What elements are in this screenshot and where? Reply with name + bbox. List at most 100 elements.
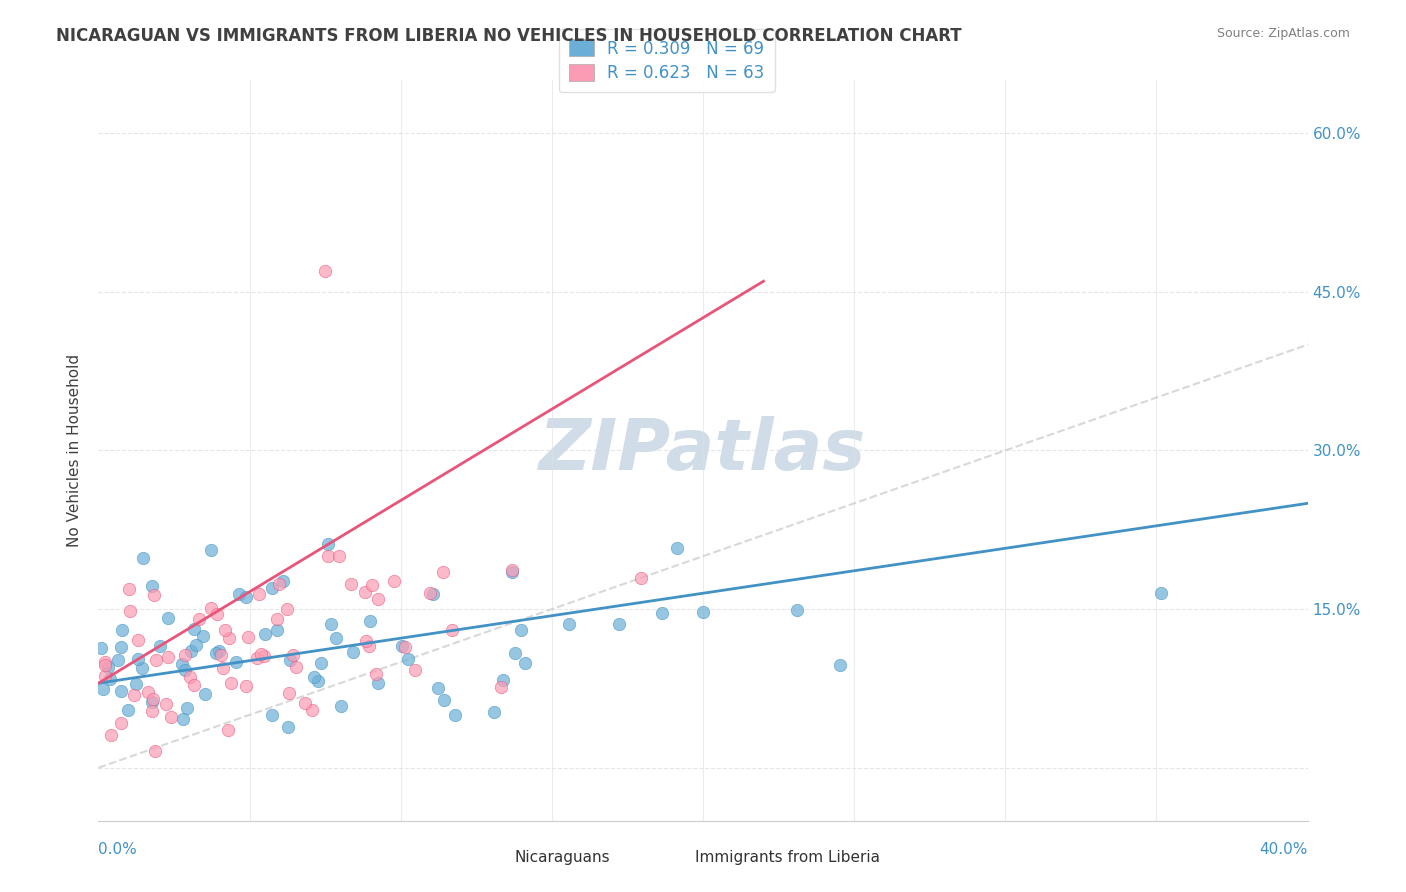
Point — [359, 614, 381, 628]
Point — [316, 537, 339, 551]
Point — [607, 617, 630, 632]
Point — [127, 652, 149, 666]
Point — [276, 601, 298, 615]
Point — [281, 648, 304, 662]
Point — [278, 685, 301, 699]
Point — [219, 676, 242, 690]
Point — [149, 639, 172, 653]
Point — [422, 586, 444, 600]
Point — [212, 661, 235, 675]
Point — [367, 675, 389, 690]
Point — [266, 623, 288, 637]
Point — [273, 574, 295, 588]
Point — [262, 581, 284, 595]
Point — [367, 592, 389, 607]
Text: 40.0%: 40.0% — [1260, 842, 1308, 857]
Point — [433, 693, 456, 707]
Point — [173, 648, 195, 662]
Point — [260, 708, 283, 723]
Point — [364, 667, 387, 681]
Point — [510, 624, 533, 638]
Point — [492, 673, 515, 687]
Text: Immigrants from Liberia: Immigrants from Liberia — [695, 850, 880, 865]
Point — [110, 684, 132, 698]
Point — [513, 656, 536, 670]
Point — [342, 645, 364, 659]
Point — [122, 688, 145, 702]
Point — [141, 704, 163, 718]
Point — [440, 623, 463, 637]
Point — [200, 543, 222, 558]
Y-axis label: No Vehicles in Household: No Vehicles in Household — [67, 354, 83, 547]
Point — [319, 616, 342, 631]
Text: NICARAGUAN VS IMMIGRANTS FROM LIBERIA NO VEHICLES IN HOUSEHOLD CORRELATION CHART: NICARAGUAN VS IMMIGRANTS FROM LIBERIA NO… — [56, 27, 962, 45]
Point — [354, 584, 377, 599]
Point — [155, 697, 177, 711]
Point — [391, 639, 413, 653]
Point — [193, 629, 215, 643]
Point — [94, 655, 117, 669]
Point — [228, 587, 250, 601]
Text: ZIPatlas: ZIPatlas — [540, 416, 866, 485]
Text: 0.0%: 0.0% — [98, 842, 138, 857]
Point — [285, 660, 308, 674]
Point — [136, 685, 159, 699]
Point — [361, 577, 384, 591]
Point — [444, 708, 467, 723]
Point — [209, 648, 232, 662]
Point — [207, 607, 229, 621]
Point — [254, 627, 277, 641]
Point — [482, 705, 505, 719]
Point — [110, 716, 132, 731]
Point — [557, 617, 579, 632]
Point — [217, 723, 239, 738]
Point — [394, 640, 416, 655]
Point — [180, 644, 202, 658]
Point — [325, 631, 347, 645]
Point — [98, 672, 121, 686]
Point — [172, 712, 194, 726]
Point — [404, 663, 426, 677]
Point — [630, 571, 652, 585]
Point — [1149, 585, 1171, 599]
Point — [204, 647, 226, 661]
Point — [266, 612, 288, 626]
Point — [225, 655, 247, 669]
Point — [302, 669, 325, 683]
Point — [328, 549, 350, 563]
Point — [97, 660, 120, 674]
Point — [124, 677, 146, 691]
Point — [235, 679, 257, 693]
Point — [127, 633, 149, 648]
Point — [247, 587, 270, 601]
Point — [432, 566, 454, 580]
Point — [179, 669, 201, 683]
Point — [143, 743, 166, 757]
Point — [145, 653, 167, 667]
Point — [160, 709, 183, 723]
Text: Nicaraguans: Nicaraguans — [515, 850, 610, 865]
Point — [100, 728, 122, 742]
Point — [176, 701, 198, 715]
Point — [218, 631, 240, 645]
Point — [294, 696, 316, 710]
Point — [396, 652, 419, 666]
Point — [501, 563, 523, 577]
Point — [94, 669, 117, 683]
Point — [141, 692, 163, 706]
Point — [141, 695, 163, 709]
Point — [117, 703, 139, 717]
Point — [419, 586, 441, 600]
Point — [93, 682, 115, 697]
Point — [330, 698, 353, 713]
Point — [354, 633, 377, 648]
Point — [131, 660, 153, 674]
Point — [132, 551, 155, 566]
Point — [214, 623, 236, 637]
Point — [142, 588, 165, 602]
Point — [107, 653, 129, 667]
Point — [277, 720, 299, 734]
Point — [278, 653, 301, 667]
Point — [501, 566, 523, 580]
Point — [156, 649, 179, 664]
